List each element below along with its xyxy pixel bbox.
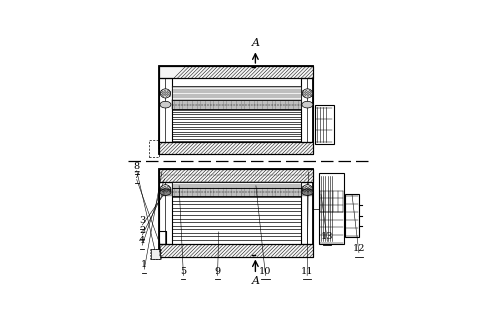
Text: A: A	[251, 276, 260, 285]
Bar	[151, 249, 160, 259]
Text: A: A	[251, 38, 260, 48]
Ellipse shape	[302, 185, 312, 194]
Text: 11: 11	[301, 267, 313, 276]
Bar	[345, 195, 359, 237]
Bar	[172, 86, 301, 100]
Bar	[159, 66, 313, 78]
Bar	[159, 142, 313, 154]
Ellipse shape	[160, 89, 171, 98]
Bar	[159, 66, 313, 78]
Ellipse shape	[160, 189, 171, 195]
Text: 12: 12	[353, 244, 365, 253]
Bar	[172, 182, 301, 195]
Ellipse shape	[160, 185, 171, 194]
Ellipse shape	[302, 101, 313, 108]
Text: 3: 3	[139, 216, 145, 225]
Text: 8: 8	[134, 162, 140, 171]
Bar	[159, 182, 172, 244]
Bar	[315, 105, 334, 144]
Bar	[159, 244, 313, 256]
Text: 5: 5	[180, 267, 187, 276]
Ellipse shape	[302, 89, 312, 98]
Text: 9: 9	[214, 267, 221, 276]
Bar	[159, 244, 313, 256]
Bar	[172, 100, 301, 109]
Ellipse shape	[160, 101, 171, 108]
Text: 4: 4	[139, 236, 145, 245]
Bar	[159, 170, 313, 182]
Bar	[301, 182, 313, 244]
Ellipse shape	[302, 189, 313, 195]
Text: 1: 1	[141, 260, 147, 269]
Bar	[301, 78, 313, 142]
Bar	[159, 170, 313, 256]
Bar	[318, 173, 344, 244]
Text: 7: 7	[134, 171, 140, 179]
Bar	[159, 142, 313, 154]
Bar	[159, 78, 172, 142]
Text: 2: 2	[139, 226, 145, 235]
Bar	[159, 170, 313, 182]
Text: 13: 13	[321, 233, 333, 241]
Bar	[172, 188, 301, 196]
Bar	[159, 66, 313, 154]
Text: 10: 10	[260, 267, 272, 276]
